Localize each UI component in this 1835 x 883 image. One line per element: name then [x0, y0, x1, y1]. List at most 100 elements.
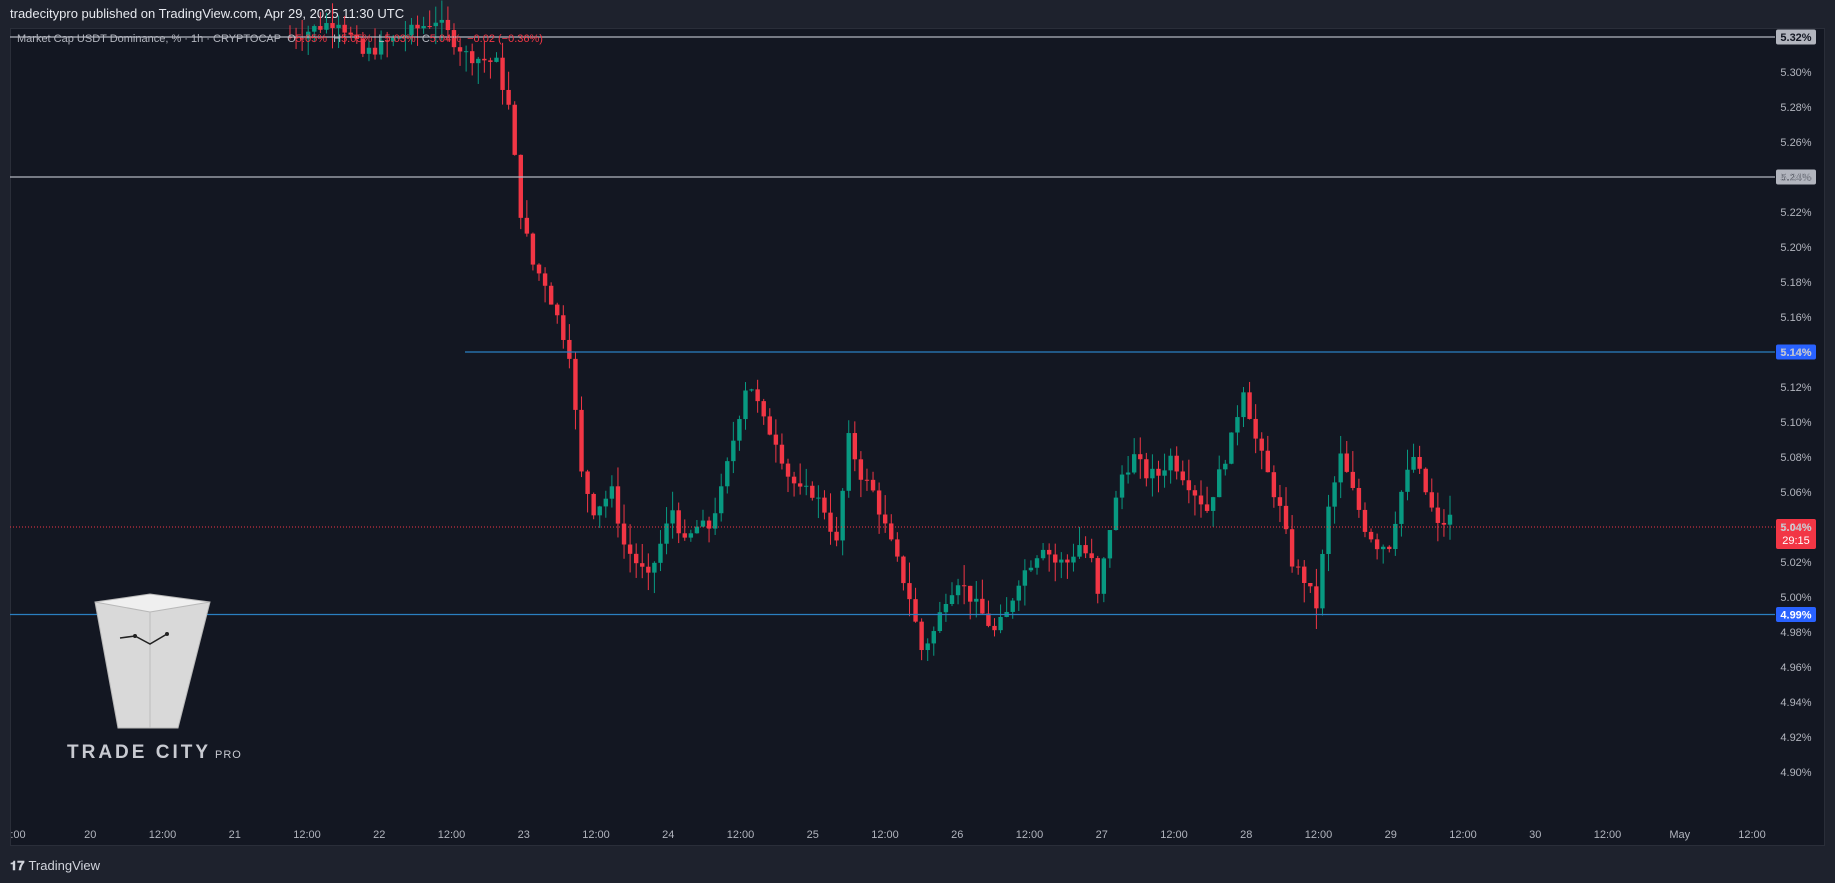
trade-city-watermark: TRADE CITY PRO — [67, 742, 242, 764]
y-tick-label: 5.26% — [1780, 137, 1811, 149]
candle-body — [1259, 438, 1264, 451]
footer-bar — [0, 846, 1835, 883]
candle-body — [1235, 417, 1240, 433]
candle-body — [1107, 530, 1113, 559]
candle-body — [1198, 495, 1204, 505]
candle-body — [1010, 600, 1015, 612]
y-tick-label: 5.22% — [1780, 207, 1811, 219]
candle-body — [670, 510, 675, 524]
candle-body — [907, 583, 912, 600]
watermark-suffix: PRO — [215, 749, 242, 761]
candle-body — [591, 493, 596, 516]
candle-body — [603, 498, 609, 507]
x-tick-label: :00 — [10, 829, 25, 841]
candle-body — [998, 616, 1003, 631]
candle-body — [445, 19, 451, 31]
x-tick-label: 20 — [84, 829, 96, 841]
tradingview-logo[interactable]: 𝟏𝟕 TradingView — [10, 858, 100, 874]
candle-body — [494, 57, 499, 62]
candle-body — [506, 89, 511, 105]
level-badge — [1776, 29, 1816, 45]
legend-open-value: 5.05% — [295, 33, 327, 45]
candle-body — [324, 23, 329, 30]
candle-body — [1223, 463, 1228, 470]
candle-body — [1204, 504, 1210, 511]
level-badge — [1776, 344, 1816, 360]
candle-body — [955, 585, 961, 596]
x-tick-label: 12:00 — [293, 829, 321, 841]
candle-body — [1368, 531, 1374, 540]
candle-body — [312, 26, 317, 32]
candle-body — [737, 419, 742, 441]
candle-body — [901, 556, 906, 584]
candle-body — [1119, 474, 1125, 498]
legend-open-label: O — [287, 33, 296, 45]
x-tick-label: 12:00 — [582, 829, 610, 841]
candle-body — [1326, 506, 1331, 554]
candle-body — [366, 47, 372, 54]
price-axis: 5.30% 5.28% 5.26% 5.24% 5.22% 5.20% 5.18% 5.16%… — [1780, 67, 1811, 779]
chart-panel[interactable] — [10, 28, 1825, 846]
y-tick-label: 5.00% — [1780, 592, 1811, 604]
candle-body — [500, 57, 505, 90]
candles-layer — [287, 0, 1453, 661]
candle-body — [1423, 468, 1428, 493]
candle-body — [828, 512, 833, 532]
levels-layer: 5.32%5.24%5.14%4.99%5.04%29:15 — [10, 29, 1816, 622]
candle-body — [1156, 468, 1161, 476]
candle-body — [1168, 455, 1173, 471]
candle-body — [1040, 549, 1046, 559]
candle-body — [840, 490, 845, 541]
y-tick-label: 5.24% — [1780, 172, 1811, 184]
candle-body — [986, 613, 991, 626]
x-tick-label: 12:00 — [727, 829, 755, 841]
candle-body — [761, 401, 766, 417]
candle-body — [755, 389, 760, 402]
candle-body — [573, 358, 578, 410]
candle-body — [1253, 418, 1258, 439]
candle-body — [1295, 566, 1301, 568]
candle-body — [627, 544, 633, 554]
legend-high-value: 5.05% — [341, 33, 373, 45]
candle-body — [1308, 583, 1313, 587]
candle-body — [664, 523, 669, 544]
candle-body — [791, 476, 797, 484]
candle-body — [1046, 549, 1052, 555]
x-tick-label: 12:00 — [1160, 829, 1188, 841]
candle-body — [336, 24, 341, 28]
candle-body — [1217, 469, 1222, 498]
chart-legend: Market Cap USDT Dominance, % · 1h · CRYP… — [17, 33, 543, 45]
candle-body — [348, 32, 353, 35]
candle-body — [688, 533, 694, 538]
candle-body — [646, 566, 651, 573]
candle-body — [797, 483, 803, 487]
candle-body — [1302, 566, 1307, 584]
x-tick-label: 27 — [1096, 829, 1108, 841]
candle-body — [1271, 472, 1277, 498]
candle-body — [1089, 553, 1094, 559]
candle-body — [1162, 470, 1167, 476]
y-tick-label: 5.08% — [1780, 452, 1811, 464]
candle-body — [943, 603, 949, 613]
candle-body — [773, 434, 779, 445]
candle-body — [834, 531, 839, 541]
candle-body — [1350, 471, 1356, 488]
candle-body — [609, 486, 615, 499]
candle-body — [372, 47, 378, 55]
candle-body — [1138, 454, 1143, 460]
y-tick-label: 5.20% — [1780, 242, 1811, 254]
candle-body — [895, 539, 900, 557]
legend-change: −0.02 (−0.36%) — [467, 33, 543, 45]
x-tick-label: 24 — [662, 829, 674, 841]
candle-body — [876, 490, 882, 515]
candle-body — [682, 533, 687, 538]
candle-body — [846, 433, 851, 491]
x-tick-label: May — [1669, 829, 1690, 841]
candle-body — [1332, 482, 1337, 507]
candle-body — [524, 217, 530, 234]
candle-body — [633, 553, 639, 564]
candle-body — [1053, 554, 1058, 563]
candle-body — [658, 543, 663, 563]
x-tick-label: 12:00 — [1594, 829, 1622, 841]
